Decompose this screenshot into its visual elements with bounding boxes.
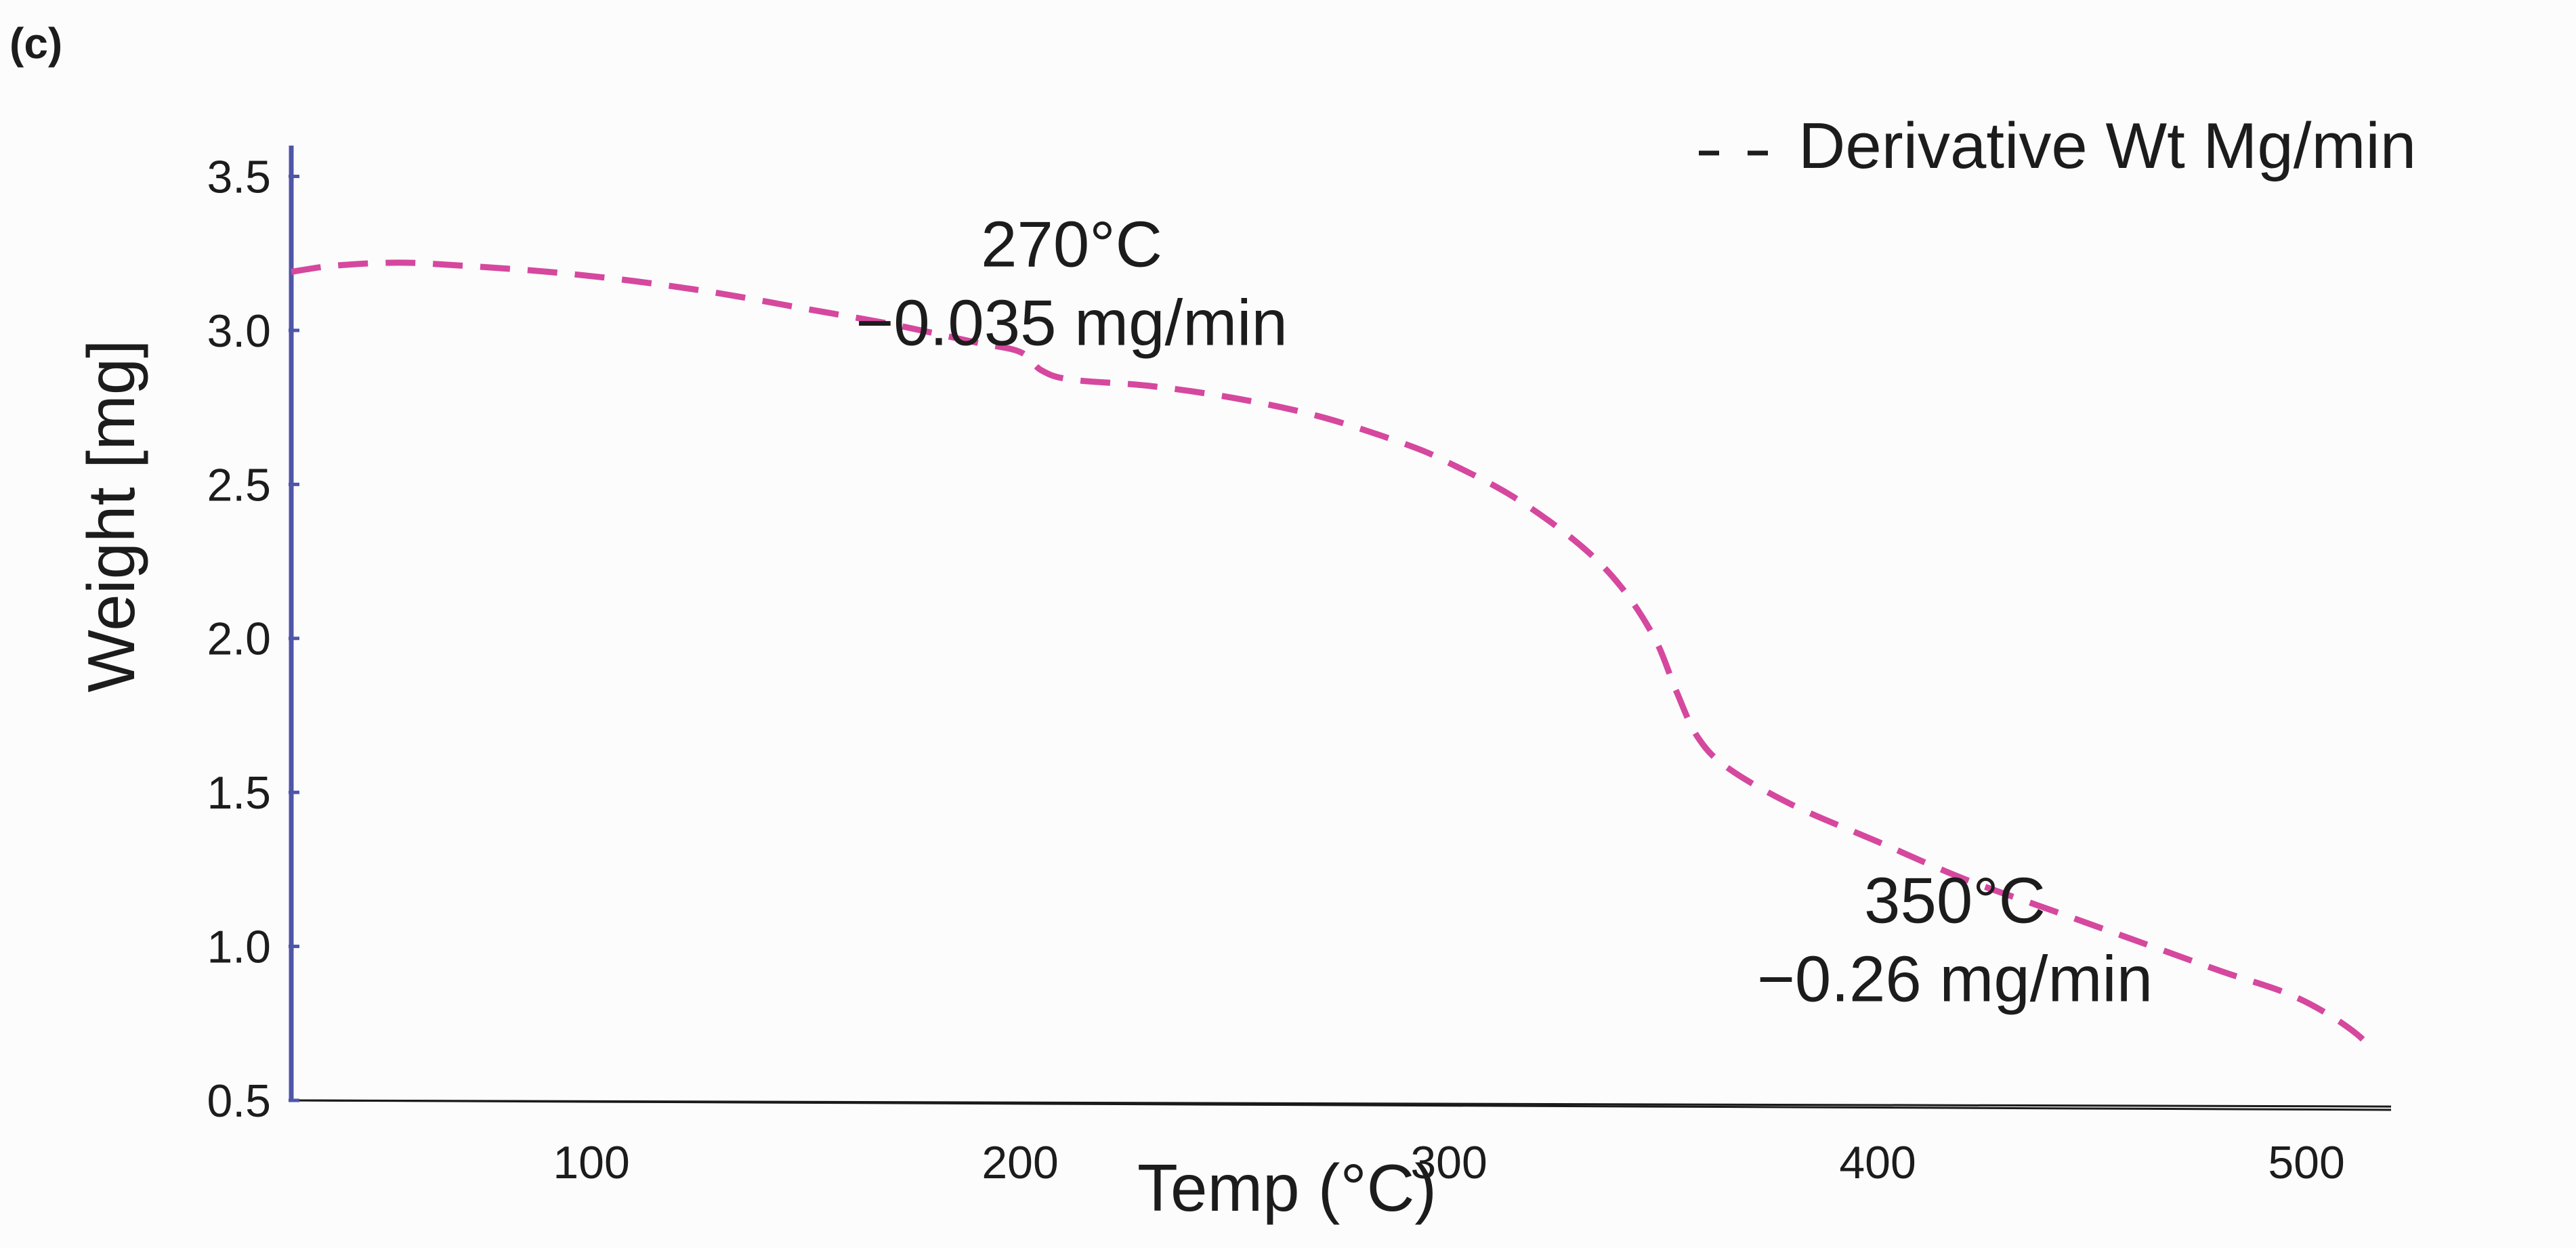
y-tick-label: 1.0 xyxy=(207,922,271,973)
plot-area: 0.5 1.0 1.5 2.0 2.5 3.0 3.5 100 200 300 400 500 27… xyxy=(207,146,2392,1188)
annotation-rate: −0.26 mg/min xyxy=(1757,943,2153,1015)
annotations: 270°C−0.035 mg/min 350°C−0.26 mg/min xyxy=(856,209,2153,1016)
x-axis-label: Temp (°C) xyxy=(1137,1150,1437,1225)
x-tick-label: 500 xyxy=(2268,1137,2344,1188)
y-tick-label: 0.5 xyxy=(207,1075,271,1127)
x-tick-label: 200 xyxy=(981,1137,1058,1188)
x-axis-line xyxy=(291,1099,2392,1111)
legend-label: Derivative Wt Mg/min xyxy=(1798,110,2416,182)
y-tick-label: 2.5 xyxy=(207,459,271,511)
y-ticks: 0.5 1.0 1.5 2.0 2.5 3.0 3.5 xyxy=(207,151,299,1127)
series-line-derivative-wt xyxy=(291,259,2374,1056)
y-tick-label: 3.5 xyxy=(207,151,271,202)
annotation-temperature: 350°C xyxy=(1864,864,2046,937)
y-axis-label: Weight [mg] xyxy=(74,339,148,692)
annotation-rate: −0.035 mg/min xyxy=(856,287,1288,360)
annotation-temperature: 270°C xyxy=(981,209,1162,281)
x-ticks: 100 200 300 400 500 xyxy=(553,1137,2344,1188)
x-tick-label: 100 xyxy=(553,1137,629,1188)
legend: Derivative Wt Mg/min xyxy=(1699,110,2416,182)
panel-label: (c) xyxy=(9,19,62,68)
y-tick-label: 3.0 xyxy=(207,305,271,357)
x-tick-label: 300 xyxy=(1410,1137,1487,1188)
y-tick-label: 2.0 xyxy=(207,614,271,665)
x-tick-label: 400 xyxy=(1839,1137,1916,1188)
y-tick-label: 1.5 xyxy=(207,767,271,819)
